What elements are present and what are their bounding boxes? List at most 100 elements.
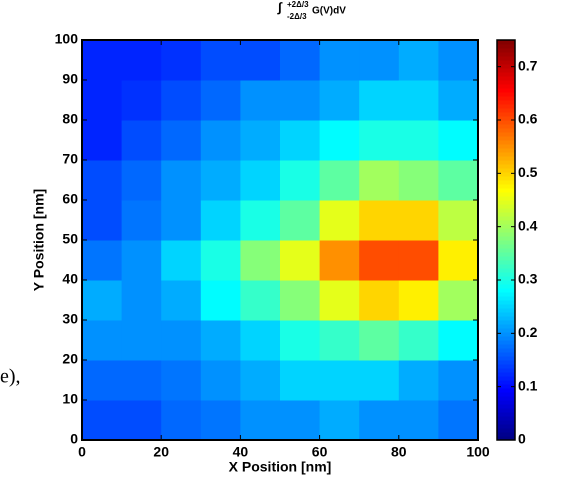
heat-cell <box>438 120 479 161</box>
heat-cell <box>438 40 479 81</box>
colorbar-swatch <box>497 208 515 213</box>
colorbar-swatch <box>497 44 515 49</box>
heat-cell <box>121 200 162 241</box>
colorbar-tick-label: 0.5 <box>518 164 538 180</box>
colorbar-swatch <box>497 204 515 209</box>
colorbar-swatch <box>497 400 515 405</box>
heat-cell <box>319 40 360 81</box>
heat-cell <box>161 80 202 121</box>
colorbar-swatch <box>497 72 515 77</box>
colorbar <box>497 40 515 441</box>
heat-cell <box>398 240 439 281</box>
colorbar-frame <box>496 39 516 441</box>
heat-cell <box>319 160 360 201</box>
colorbar-swatch <box>497 216 515 221</box>
colorbar-swatch <box>497 340 515 345</box>
heat-cell <box>200 40 241 81</box>
heat-cell <box>82 160 123 201</box>
heat-cell <box>398 120 439 161</box>
colorbar-swatch <box>497 100 515 105</box>
colorbar-swatch <box>497 76 515 81</box>
heat-cell <box>82 200 123 241</box>
heat-cell <box>398 320 439 361</box>
heat-cell <box>319 360 360 401</box>
colorbar-swatch <box>497 392 515 397</box>
colorbar-tick-label: 0.2 <box>518 324 538 340</box>
heat-cell <box>161 120 202 161</box>
colorbar-swatch <box>497 256 515 261</box>
colorbar-swatch <box>497 404 515 409</box>
heat-cell <box>240 240 281 281</box>
colorbar-swatch <box>497 276 515 281</box>
colorbar-swatch <box>497 160 515 165</box>
heat-cell <box>359 200 400 241</box>
x-axis-label: X Position [nm] <box>229 459 332 475</box>
heat-cell <box>438 240 479 281</box>
colorbar-swatch <box>497 128 515 133</box>
colorbar-tick-label: 0.3 <box>518 271 538 287</box>
heat-cell <box>200 280 241 321</box>
colorbar-swatch <box>497 244 515 249</box>
heat-cell <box>398 40 439 81</box>
y-tick-label: 0 <box>70 431 78 447</box>
heat-cell <box>359 280 400 321</box>
colorbar-swatch <box>497 296 515 301</box>
heat-cell <box>438 200 479 241</box>
heat-cell <box>121 360 162 401</box>
heat-cell <box>319 320 360 361</box>
heat-cell <box>121 280 162 321</box>
colorbar-tick-label: 0 <box>518 431 526 447</box>
colorbar-swatch <box>497 304 515 309</box>
colorbar-swatch <box>497 220 515 225</box>
heat-cell <box>200 120 241 161</box>
colorbar-swatch <box>497 156 515 161</box>
heat-cell <box>161 200 202 241</box>
colorbar-swatch <box>497 240 515 245</box>
colorbar-swatch <box>497 56 515 61</box>
heat-cell <box>280 360 321 401</box>
colorbar-swatch <box>497 148 515 153</box>
y-tick-label: 10 <box>62 391 78 407</box>
heat-cell <box>121 80 162 121</box>
colorbar-swatch <box>497 116 515 121</box>
colorbar-swatch <box>497 436 515 441</box>
heat-cell <box>200 320 241 361</box>
colorbar-swatch <box>497 344 515 349</box>
heat-cell <box>359 160 400 201</box>
heat-cell <box>319 80 360 121</box>
heat-cell <box>200 360 241 401</box>
heat-cell <box>280 40 321 81</box>
x-tick-label: 100 <box>466 444 490 460</box>
heat-cell <box>82 40 123 81</box>
y-tick-label: 60 <box>62 191 78 207</box>
title-symbol: ∫ <box>277 0 283 14</box>
heat-cell <box>121 320 162 361</box>
colorbar-swatch <box>497 272 515 277</box>
heat-cell <box>121 240 162 281</box>
colorbar-swatch <box>497 332 515 337</box>
heat-cell <box>161 400 202 441</box>
colorbar-swatch <box>497 192 515 197</box>
heat-cell <box>121 40 162 81</box>
colorbar-swatch <box>497 108 515 113</box>
colorbar-swatch <box>497 232 515 237</box>
heat-cell <box>200 80 241 121</box>
colorbar-swatch <box>497 364 515 369</box>
heat-cell <box>240 120 281 161</box>
x-tick-label: 80 <box>391 444 407 460</box>
heat-cell <box>121 120 162 161</box>
heat-cell <box>398 400 439 441</box>
colorbar-swatch <box>497 300 515 305</box>
colorbar-swatch <box>497 52 515 57</box>
heatmap-cells <box>82 40 479 441</box>
heat-cell <box>359 400 400 441</box>
heat-cell <box>280 320 321 361</box>
colorbar-swatch <box>497 308 515 313</box>
x-tick-label: 40 <box>233 444 249 460</box>
colorbar-swatch <box>497 48 515 53</box>
colorbar-swatch <box>497 408 515 413</box>
colorbar-swatch <box>497 80 515 85</box>
colorbar-swatch <box>497 184 515 189</box>
heat-cell <box>240 160 281 201</box>
